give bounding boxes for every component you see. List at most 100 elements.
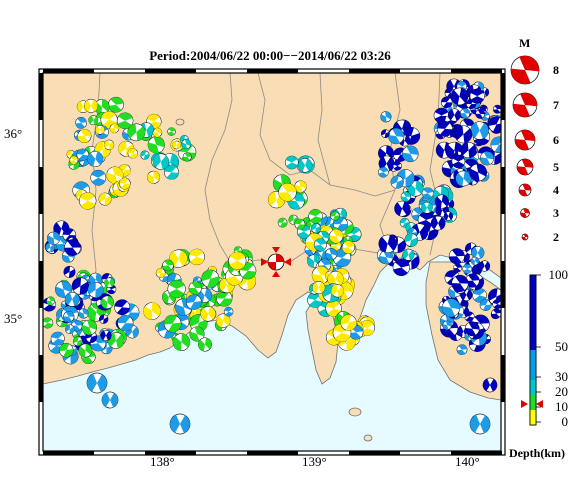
event-symbol	[378, 167, 389, 178]
event-symbol	[101, 391, 119, 409]
event-symbol	[116, 112, 134, 130]
event-symbol	[164, 164, 179, 180]
event-symbol	[470, 256, 480, 266]
event-symbol	[55, 280, 72, 298]
event-symbol	[188, 281, 202, 295]
magnitude-legend-item: 4	[518, 183, 559, 197]
event-symbol	[172, 333, 191, 351]
event-symbol	[437, 121, 453, 137]
event-symbol	[460, 108, 471, 119]
event-symbol	[169, 413, 191, 435]
event-symbol	[492, 299, 501, 309]
event-symbol	[402, 248, 415, 261]
event-symbol	[313, 238, 327, 252]
event-symbol	[394, 200, 410, 217]
event-symbol	[43, 317, 54, 329]
event-symbol	[341, 240, 355, 254]
event-symbol	[380, 111, 392, 123]
event-symbol	[453, 263, 463, 273]
event-symbol	[325, 248, 338, 261]
event-symbol	[272, 174, 291, 193]
event-symbol	[167, 279, 186, 299]
magnitude-legend-label: 6	[553, 133, 559, 147]
event-symbol	[147, 136, 165, 154]
event-symbol	[189, 326, 205, 342]
lat-labels: 36° 35°	[4, 126, 22, 326]
event-symbol	[200, 306, 216, 322]
magnitude-legend-label: 2	[553, 230, 559, 244]
event-symbol	[450, 87, 469, 106]
event-symbol	[99, 314, 109, 324]
event-symbol	[470, 121, 489, 140]
event-symbol	[63, 311, 75, 323]
event-symbol	[482, 377, 498, 393]
event-symbol	[285, 155, 299, 170]
event-symbol	[152, 127, 163, 138]
event-symbol	[469, 163, 487, 182]
event-symbol	[471, 246, 485, 260]
event-symbol	[447, 108, 461, 122]
event-symbol	[118, 177, 131, 190]
event-symbol	[87, 151, 104, 167]
magnitude-legend-label: 8	[553, 63, 559, 77]
event-symbol	[310, 223, 322, 234]
event-symbol	[277, 217, 288, 228]
event-symbol	[64, 239, 81, 256]
event-symbol	[152, 153, 170, 170]
depth-legend-tick: 30	[555, 369, 568, 384]
event-symbol	[392, 258, 410, 277]
depth-legend-tick: 20	[555, 384, 568, 399]
magnitude-legend-item: 3	[520, 206, 559, 220]
event-symbol	[69, 155, 79, 165]
magnitude-legend-item: 5	[516, 158, 559, 176]
depth-legend-tick: 50	[555, 339, 568, 354]
event-symbol	[454, 125, 473, 144]
lat-label-36: 36°	[4, 126, 22, 141]
event-symbol	[103, 139, 115, 150]
magnitude-legend-item: 8	[510, 55, 559, 85]
event-symbol	[421, 201, 433, 214]
event-symbol	[216, 290, 233, 307]
event-symbol	[442, 320, 452, 330]
event-symbol	[75, 117, 87, 129]
event-symbol	[143, 302, 161, 320]
event-symbol	[472, 288, 487, 303]
event-symbol	[127, 123, 146, 142]
event-symbol	[330, 284, 345, 298]
event-symbol	[223, 306, 234, 317]
event-symbol	[63, 265, 76, 278]
event-symbol	[109, 123, 120, 134]
event-symbol	[329, 229, 344, 244]
event-symbol	[59, 343, 74, 358]
event-symbol	[114, 299, 130, 316]
event-symbol	[201, 269, 220, 288]
event-symbol	[359, 320, 375, 336]
event-symbol	[469, 413, 491, 435]
event-symbol	[181, 139, 192, 150]
event-symbol	[448, 248, 465, 265]
event-symbol	[147, 170, 161, 184]
event-symbol	[378, 155, 395, 172]
event-symbol	[72, 336, 83, 347]
event-symbol	[106, 166, 124, 184]
event-symbol	[379, 250, 394, 265]
event-symbol	[163, 314, 182, 333]
depth-legend-tick: 0	[562, 414, 569, 429]
event-symbol	[278, 183, 297, 202]
event-symbol	[294, 180, 307, 193]
event-symbol	[64, 291, 80, 307]
event-symbol	[456, 344, 468, 356]
event-symbol	[307, 292, 323, 308]
event-symbol	[140, 150, 150, 160]
event-symbol	[71, 277, 90, 295]
event-symbol	[421, 187, 434, 200]
magnitude-legend-label: 4	[553, 183, 559, 197]
event-symbol	[312, 281, 326, 295]
event-symbol	[46, 231, 61, 245]
event-symbol	[462, 264, 473, 274]
event-symbol	[479, 299, 492, 311]
event-symbol	[76, 148, 89, 161]
event-symbol	[308, 209, 323, 224]
target-event-marker[interactable]	[261, 247, 291, 277]
